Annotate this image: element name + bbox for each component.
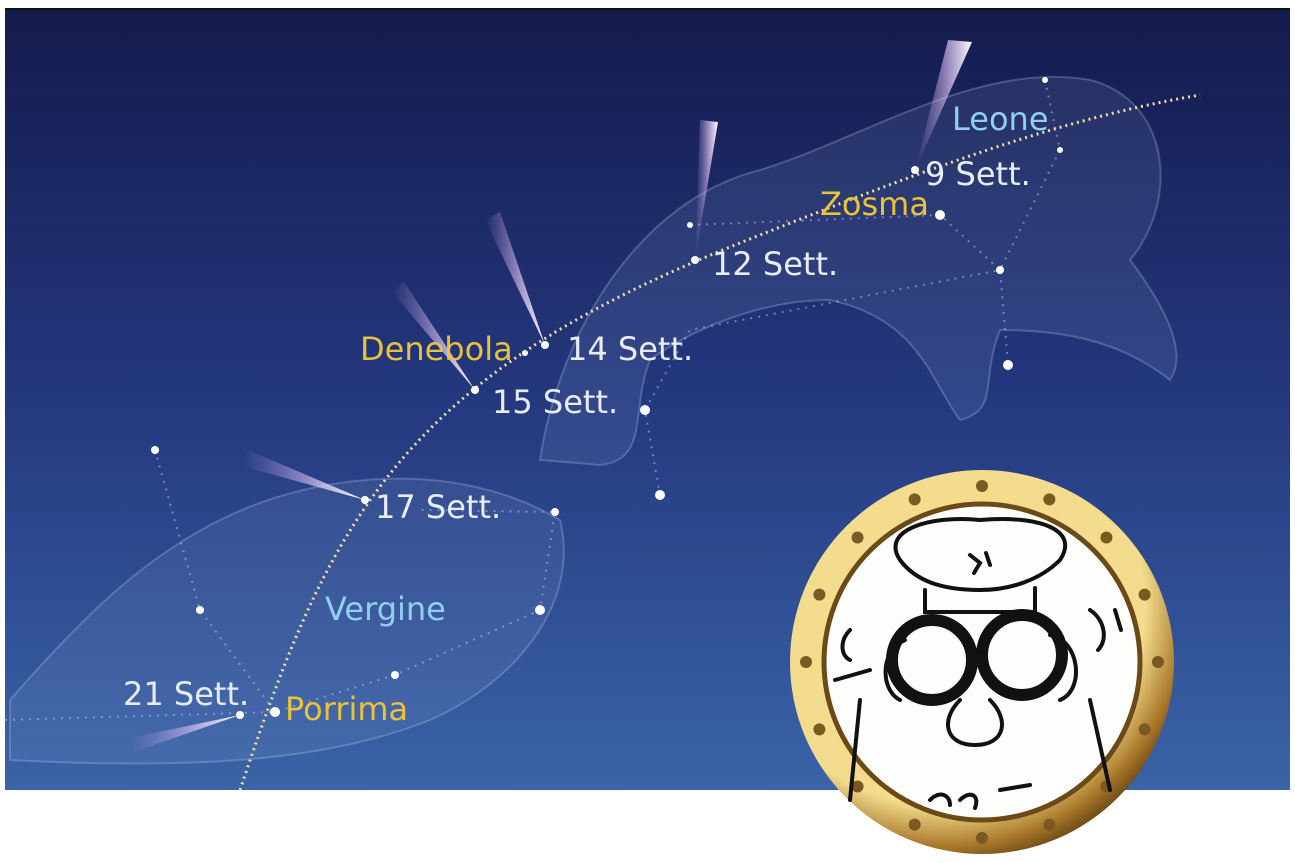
- bolt: [800, 656, 812, 668]
- star: [196, 606, 204, 614]
- star: [935, 210, 945, 220]
- bolt: [976, 480, 988, 492]
- star: [551, 508, 559, 516]
- date-label: 12 Sett.: [712, 245, 838, 283]
- bolt: [909, 493, 921, 505]
- sky-map: Leone Vergine Zosma Denebola Porrima 9 S…: [0, 0, 1295, 863]
- star: [996, 266, 1004, 274]
- star-label: Denebola: [360, 330, 513, 368]
- constellation-label: Vergine: [325, 590, 446, 628]
- star: [391, 671, 399, 679]
- bolt: [813, 723, 825, 735]
- comet-head: [361, 496, 369, 504]
- star: [640, 405, 650, 415]
- date-label: 21 Sett.: [123, 675, 249, 713]
- star-label: Zosma: [820, 185, 929, 223]
- page: {"constellations": {"leo": "Leone", "vir…: [0, 0, 1295, 863]
- bolt: [1100, 532, 1112, 544]
- bolt: [909, 819, 921, 831]
- date-label: 15 Sett.: [492, 383, 618, 421]
- bolt: [976, 832, 988, 844]
- bolt: [813, 589, 825, 601]
- bolt: [852, 532, 864, 544]
- star: [655, 490, 665, 500]
- date-label: 17 Sett.: [375, 488, 501, 526]
- constellation-label: Leone: [952, 100, 1049, 138]
- bolt: [1043, 819, 1055, 831]
- bolt: [1139, 723, 1151, 735]
- porthole: [790, 470, 1174, 854]
- date-label: 9 Sett.: [925, 155, 1031, 193]
- star: [1042, 77, 1048, 83]
- date-label: 14 Sett.: [567, 330, 693, 368]
- star: [535, 605, 545, 615]
- bolt: [1139, 589, 1151, 601]
- comet-head: [691, 256, 699, 264]
- star-label: Porrima: [285, 690, 408, 728]
- star: [687, 222, 693, 228]
- star: [151, 446, 159, 454]
- star: [1003, 360, 1013, 370]
- star: [1057, 147, 1063, 153]
- bolt: [1043, 493, 1055, 505]
- star: [270, 707, 280, 717]
- comet-head: [911, 166, 919, 174]
- comet-head: [541, 341, 549, 349]
- comet-head: [471, 386, 479, 394]
- bolt: [1152, 656, 1164, 668]
